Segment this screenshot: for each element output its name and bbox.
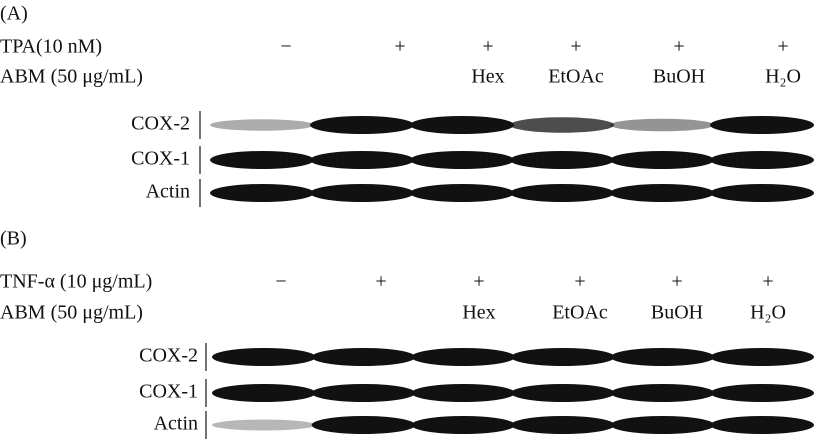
band [210, 151, 314, 169]
band [611, 384, 715, 402]
band [410, 116, 514, 134]
panel-label: (B) [0, 228, 27, 250]
band [210, 119, 314, 131]
lane-label: EtOAc [552, 302, 608, 324]
lane-label: H₂O [765, 66, 801, 88]
lane-label: BuOH [651, 302, 703, 324]
lane-label: EtOAc [548, 66, 604, 88]
band [710, 416, 814, 434]
band [510, 184, 614, 202]
panel-label: (A) [0, 3, 28, 25]
band [410, 184, 514, 202]
lane-label: + [671, 271, 682, 293]
band [210, 184, 314, 202]
band [511, 416, 615, 434]
lane-label: BuOH [653, 66, 705, 88]
band [411, 348, 515, 366]
band [410, 151, 514, 169]
lane-label: + [574, 271, 585, 293]
lane-label: + [473, 271, 484, 293]
band [312, 384, 416, 402]
band [212, 348, 316, 366]
band [310, 184, 414, 202]
lane-label: H₂O [750, 302, 786, 324]
treatment-name: TNF-α (10 μg/mL) [0, 271, 152, 293]
blot-label: COX-2 [139, 345, 198, 367]
lane-label: + [570, 36, 581, 58]
band [411, 384, 515, 402]
band [710, 151, 814, 169]
treatment-name: ABM (50 μg/mL) [0, 302, 143, 324]
band [511, 384, 615, 402]
lane-label: + [762, 271, 773, 293]
lane-label: + [375, 271, 386, 293]
blot-label: Actin [154, 413, 198, 435]
blot-label: COX-2 [131, 113, 190, 135]
band [611, 416, 715, 434]
band [610, 184, 714, 202]
lane-label: Hex [462, 302, 495, 324]
band [611, 348, 715, 366]
band [710, 348, 814, 366]
band [710, 116, 814, 134]
band [312, 348, 416, 366]
band [310, 151, 414, 169]
blot-label: COX-1 [139, 381, 198, 403]
western-blot-figure: (A) TPA(10 nM) − + + + + + ABM (50 μg/mL) Hex EtOA… [0, 0, 824, 446]
lane-label: − [280, 36, 291, 58]
blot-label: Actin [146, 181, 190, 203]
lane-label: − [275, 271, 286, 293]
band [411, 416, 515, 434]
lane-label: + [482, 36, 493, 58]
band [510, 151, 614, 169]
treatment-name: ABM (50 μg/mL) [0, 66, 143, 88]
lane-label: Hex [471, 66, 504, 88]
band [610, 151, 714, 169]
band [610, 119, 714, 132]
band [212, 384, 316, 402]
band [510, 117, 614, 133]
band [511, 348, 615, 366]
lane-label: + [673, 36, 684, 58]
blot-label: COX-1 [131, 148, 190, 170]
band [310, 116, 414, 134]
lane-label: + [394, 36, 405, 58]
band [710, 384, 814, 402]
lane-label: + [777, 36, 788, 58]
band [212, 420, 316, 431]
treatment-name: TPA(10 nM) [0, 36, 102, 58]
band [312, 416, 416, 434]
band [710, 184, 814, 202]
